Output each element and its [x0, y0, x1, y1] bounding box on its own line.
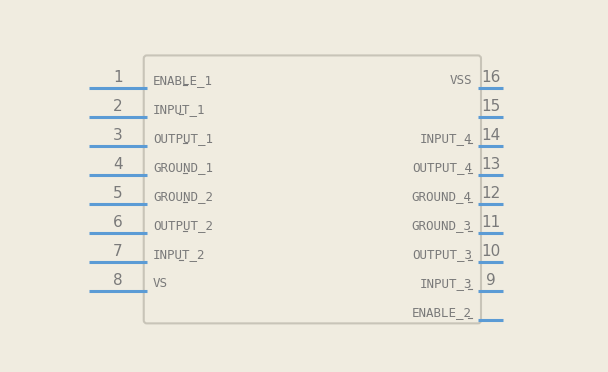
Text: 12: 12 [481, 186, 500, 201]
Text: INPUT_4: INPUT_4 [420, 132, 472, 145]
Text: 13: 13 [481, 157, 500, 172]
Text: ENABLE_1: ENABLE_1 [153, 74, 213, 87]
Text: INPUT_2: INPUT_2 [153, 248, 206, 262]
Text: INPUT_3: INPUT_3 [420, 278, 472, 291]
Text: 4: 4 [113, 157, 123, 172]
Text: 1: 1 [113, 70, 123, 84]
Text: 16: 16 [481, 70, 500, 84]
Text: 11: 11 [481, 215, 500, 230]
Text: 2: 2 [113, 99, 123, 113]
Text: 10: 10 [481, 244, 500, 259]
Text: ENABLE_2: ENABLE_2 [412, 307, 472, 320]
Text: GROUND_1: GROUND_1 [153, 161, 213, 174]
Text: OUTPUT_4: OUTPUT_4 [412, 161, 472, 174]
Text: VS: VS [153, 278, 168, 291]
Text: GROUND_3: GROUND_3 [412, 219, 472, 232]
Text: OUTPUT_2: OUTPUT_2 [153, 219, 213, 232]
Text: 9: 9 [486, 273, 496, 288]
Text: 15: 15 [481, 99, 500, 113]
Text: 8: 8 [113, 273, 123, 288]
Text: 6: 6 [113, 215, 123, 230]
Text: VSS: VSS [449, 74, 472, 87]
Text: 5: 5 [113, 186, 123, 201]
Text: GROUND_2: GROUND_2 [153, 190, 213, 203]
Text: OUTPUT_3: OUTPUT_3 [412, 248, 472, 262]
Text: INPUT_1: INPUT_1 [153, 103, 206, 116]
Text: GROUND_4: GROUND_4 [412, 190, 472, 203]
Text: 14: 14 [481, 128, 500, 143]
Text: 3: 3 [113, 128, 123, 143]
Text: 7: 7 [113, 244, 123, 259]
Text: OUTPUT_1: OUTPUT_1 [153, 132, 213, 145]
FancyBboxPatch shape [143, 55, 481, 323]
